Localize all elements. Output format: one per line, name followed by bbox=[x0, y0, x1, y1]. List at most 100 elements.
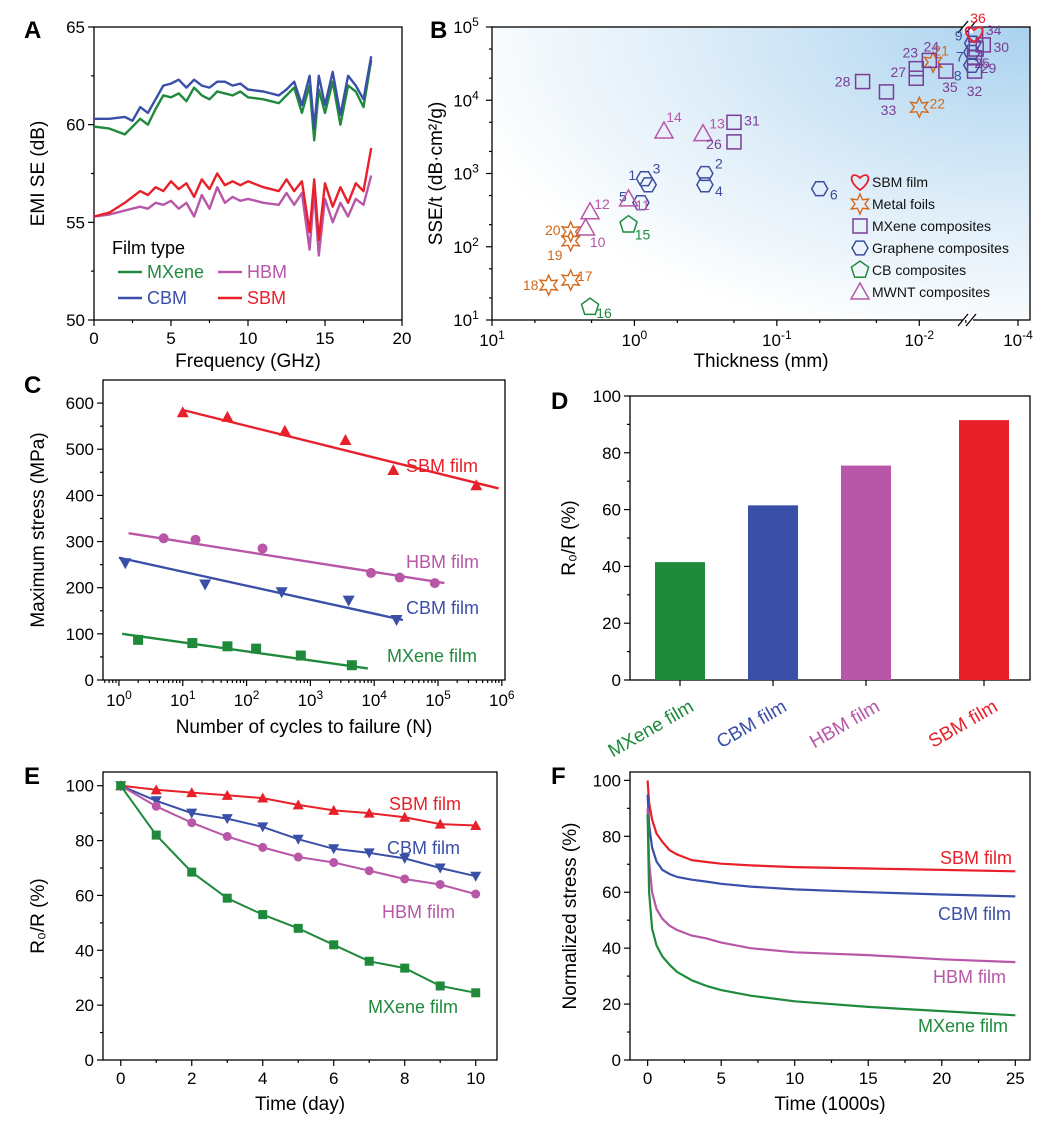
heart-marker bbox=[850, 174, 870, 192]
x-axis-label: Thickness (mm) bbox=[693, 351, 828, 372]
point-label: 36 bbox=[970, 10, 986, 26]
legend-label: Graphene composites bbox=[872, 240, 1009, 256]
y-tick-label: 40 bbox=[602, 939, 621, 958]
y-tick-label: 80 bbox=[602, 444, 621, 463]
circle-marker bbox=[429, 578, 440, 589]
bar bbox=[655, 562, 705, 680]
point-label: 29 bbox=[981, 60, 997, 76]
triangle-down-marker bbox=[119, 558, 132, 570]
y-tick-label: 100 bbox=[593, 387, 621, 406]
point-label: 28 bbox=[835, 74, 851, 90]
y-tick-label: 0 bbox=[85, 671, 94, 690]
plot-background bbox=[492, 27, 1030, 320]
point-label: 24 bbox=[924, 38, 940, 54]
pentagon-marker bbox=[580, 297, 600, 316]
legend-title: Film type bbox=[112, 238, 185, 258]
legend-label: SBM film bbox=[872, 174, 928, 190]
square-marker bbox=[258, 910, 268, 920]
tick-label-power: 103 bbox=[298, 688, 324, 710]
series-label: MXene film bbox=[368, 997, 458, 1017]
y-tick-label: 400 bbox=[66, 486, 94, 505]
legend-label: Metal foils bbox=[872, 196, 935, 212]
y-tick-label: 200 bbox=[66, 579, 94, 598]
point-label: 5 bbox=[619, 189, 627, 205]
x-category-label: CBM film bbox=[713, 696, 790, 753]
point-label: 26 bbox=[706, 136, 722, 152]
hexagon-marker bbox=[635, 170, 654, 187]
square-marker bbox=[364, 956, 374, 966]
x-tick-label: 20 bbox=[393, 329, 412, 348]
triangle-up-marker bbox=[221, 789, 233, 800]
x-tick-label: 20 bbox=[932, 1069, 951, 1088]
circle-marker bbox=[471, 889, 481, 899]
triangle-down-marker bbox=[399, 853, 411, 864]
heart-marker bbox=[964, 26, 984, 44]
triangle-up-marker bbox=[339, 434, 352, 445]
triangle-down-marker bbox=[470, 871, 482, 882]
circle-marker bbox=[187, 818, 197, 828]
panel-letter: B bbox=[430, 17, 447, 44]
series-line-sbm bbox=[93, 147, 373, 242]
series-line-cbm bbox=[94, 56, 373, 130]
hexagon-marker bbox=[696, 177, 714, 193]
point-label: 34 bbox=[986, 22, 1002, 38]
x-tick-label: 25 bbox=[1006, 1069, 1025, 1088]
tick-label-power: 101 bbox=[170, 688, 196, 710]
circle-marker bbox=[151, 801, 161, 811]
panel-letter: F bbox=[551, 763, 566, 790]
circle-marker bbox=[400, 874, 410, 884]
square-marker bbox=[400, 963, 410, 973]
y-axis-label: R₀/R (%) bbox=[28, 878, 49, 953]
circle-marker bbox=[222, 831, 232, 841]
square-marker bbox=[726, 114, 742, 131]
square-marker bbox=[346, 660, 357, 671]
point-label: 30 bbox=[993, 39, 1009, 55]
triangle-down-marker bbox=[257, 822, 269, 833]
x-tick-label: 2 bbox=[187, 1069, 196, 1088]
star-marker bbox=[538, 273, 559, 297]
square-marker bbox=[133, 634, 144, 645]
circle-marker bbox=[364, 866, 374, 876]
y-tick-label: 60 bbox=[602, 883, 621, 902]
x-tick-label: 10 bbox=[785, 1069, 804, 1088]
x-tick-label: 15 bbox=[316, 329, 335, 348]
pentagon-marker bbox=[850, 260, 870, 279]
legend-label: SBM bbox=[247, 288, 286, 308]
tick-label-power: 10-2 bbox=[904, 328, 934, 350]
fit-line bbox=[128, 532, 445, 585]
tick-label-power: 10-1 bbox=[762, 328, 792, 350]
tick-label-power: 104 bbox=[453, 88, 479, 110]
panel-d: D 0 20 40 60 80 100 R₀/R (%) MXene film CBM film H… bbox=[551, 387, 1031, 762]
triangle-up-marker bbox=[387, 464, 400, 475]
triangle-marker bbox=[692, 123, 714, 142]
triangle-marker bbox=[579, 201, 601, 220]
x-axis-label: Time (day) bbox=[255, 1094, 345, 1115]
point-label: 10 bbox=[590, 234, 606, 250]
square-marker bbox=[908, 70, 925, 86]
circle-marker bbox=[158, 533, 169, 544]
y-tick-label: 100 bbox=[66, 625, 94, 644]
triangle-up-marker bbox=[150, 784, 162, 795]
triangle-down-marker bbox=[342, 595, 355, 607]
point-label: 22 bbox=[929, 95, 945, 111]
triangle-marker bbox=[653, 120, 675, 139]
y-tick-label: 0 bbox=[85, 1051, 94, 1070]
tick-label-power: 102 bbox=[234, 688, 260, 710]
bar bbox=[841, 465, 891, 680]
x-tick-label: 0 bbox=[643, 1069, 652, 1088]
y-tick-label: 100 bbox=[66, 777, 94, 796]
point-label: 35 bbox=[942, 79, 958, 95]
circle-marker bbox=[366, 567, 376, 578]
y-tick-label: 80 bbox=[602, 827, 621, 846]
tick-label-power: 100 bbox=[622, 328, 648, 350]
x-category-label: MXene film bbox=[605, 696, 698, 762]
triangle-up-marker bbox=[434, 818, 446, 829]
series-label: HBM film bbox=[406, 552, 479, 572]
tick-label-power: 104 bbox=[361, 688, 387, 710]
y-tick-label: 0 bbox=[612, 1051, 621, 1070]
x-tick-label: 5 bbox=[166, 329, 175, 348]
star-marker bbox=[560, 268, 581, 292]
series-line-mxene bbox=[93, 60, 373, 142]
triangle-up-marker bbox=[221, 410, 234, 422]
